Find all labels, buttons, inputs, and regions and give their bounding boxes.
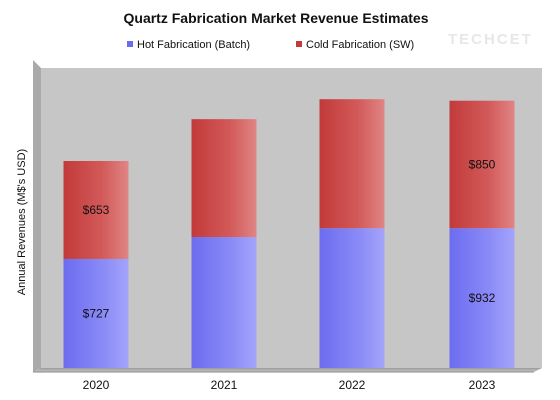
plot-floor	[33, 368, 542, 372]
bar-cold-2020	[63, 161, 129, 259]
x-tick-label-2023: 2023	[469, 378, 496, 392]
legend-swatch-hot	[127, 41, 133, 47]
bar-cold-2023	[449, 100, 515, 229]
x-tick-label-2020: 2020	[83, 378, 110, 392]
legend-label-hot: Hot Fabrication (Batch)	[137, 39, 250, 51]
data-label-hot-2020: $727	[83, 306, 110, 320]
bar-hot-2023	[449, 228, 515, 368]
x-axis-ticks: 2020 2021 2022 2023	[83, 378, 496, 392]
plot-side-wall	[33, 60, 41, 372]
x-tick-label-2022: 2022	[339, 378, 366, 392]
bar-hot-2020	[63, 258, 129, 368]
data-label-hot-2023: $932	[469, 291, 496, 305]
data-label-cold-2020: $653	[83, 203, 110, 217]
legend: Hot Fabrication (Batch) Cold Fabrication…	[127, 39, 414, 51]
y-axis-label: Annual Revenues (M$'s USD)	[16, 149, 28, 295]
bar-hot-2022	[319, 228, 385, 368]
legend-label-cold: Cold Fabrication (SW)	[306, 39, 414, 51]
watermark-logo: TECHCET	[448, 31, 533, 48]
x-tick-label-2021: 2021	[211, 378, 238, 392]
data-label-cold-2023: $850	[469, 157, 496, 171]
bar-cold-2021	[191, 119, 257, 238]
bar-cold-2022	[319, 99, 385, 229]
bars	[63, 99, 515, 368]
bar-hot-2021	[191, 237, 257, 368]
chart-title: Quartz Fabrication Market Revenue Estima…	[124, 10, 429, 26]
data-labels: $727 $653 $932 $850	[83, 157, 496, 320]
legend-swatch-cold	[296, 41, 302, 47]
